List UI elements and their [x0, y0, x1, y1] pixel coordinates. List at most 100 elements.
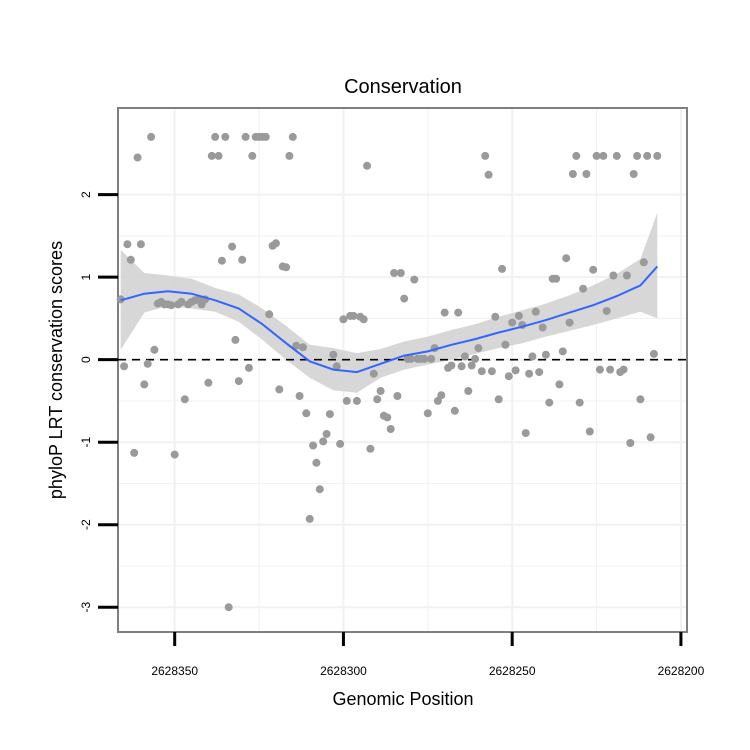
x-tick-label: 2628350: [151, 664, 198, 678]
data-point: [342, 396, 351, 405]
data-point: [400, 294, 409, 303]
x-tick-label: 2628200: [658, 664, 705, 678]
data-point: [639, 258, 648, 267]
data-point: [393, 392, 402, 400]
data-point: [359, 315, 368, 324]
data-point: [332, 362, 341, 371]
data-point: [460, 352, 469, 361]
data-point: [180, 395, 189, 404]
data-point: [525, 369, 534, 378]
data-point: [177, 297, 186, 306]
data-point: [508, 318, 517, 327]
data-point: [643, 151, 652, 160]
data-point: [248, 151, 257, 160]
data-point: [572, 151, 581, 160]
y-tick-label: 1: [79, 274, 93, 281]
data-point: [558, 347, 567, 356]
y-axis: 2 1 0 -1 -2 -3: [79, 191, 118, 613]
data-point: [457, 362, 466, 371]
data-point: [305, 514, 314, 523]
data-point: [349, 311, 358, 320]
data-point: [511, 366, 520, 375]
data-point: [140, 380, 149, 389]
data-point: [288, 132, 297, 141]
data-point: [298, 343, 307, 352]
data-point: [447, 361, 456, 370]
data-point: [312, 458, 321, 467]
data-point: [633, 151, 642, 160]
data-point: [491, 312, 500, 321]
data-point: [595, 365, 604, 374]
data-point: [285, 151, 294, 160]
data-point: [646, 433, 655, 442]
data-point: [504, 372, 513, 381]
data-point: [579, 284, 588, 293]
data-point: [275, 385, 284, 394]
data-point: [204, 378, 213, 387]
y-axis-title: phyloP LRT conservation scores: [46, 241, 66, 499]
data-point: [383, 413, 392, 422]
data-point: [626, 439, 635, 447]
data-point: [464, 387, 473, 395]
data-point: [234, 377, 243, 386]
data-point: [336, 439, 345, 448]
data-point: [369, 369, 378, 378]
data-point: [224, 603, 233, 612]
data-point: [238, 255, 247, 264]
data-point: [555, 380, 564, 389]
data-point: [373, 395, 382, 404]
data-point: [150, 345, 159, 354]
data-point: [538, 323, 547, 332]
data-point: [221, 132, 230, 141]
plot-panel-border: [117, 107, 688, 633]
data-point: [467, 361, 476, 370]
data-point: [514, 311, 523, 320]
data-point: [420, 354, 429, 363]
data-point: [484, 170, 493, 179]
data-point: [474, 344, 483, 353]
data-point: [292, 341, 301, 350]
data-point: [602, 307, 611, 315]
data-point: [295, 392, 304, 400]
data-point: [282, 263, 291, 272]
data-point: [471, 354, 480, 363]
smooth-trend-line: [120, 265, 659, 374]
data-point: [592, 151, 601, 160]
data-point: [363, 161, 372, 170]
x-axis: 2628350 2628300 2628250 2628200: [151, 632, 705, 678]
data-point: [582, 170, 591, 178]
data-point: [325, 410, 334, 419]
data-point: [136, 240, 145, 249]
data-point: [568, 170, 577, 178]
data-point: [585, 427, 594, 436]
x-tick-label: 2628300: [320, 664, 367, 678]
data-point: [612, 151, 621, 160]
data-point: [271, 239, 280, 248]
data-point: [167, 301, 176, 310]
y-tick-label: -1: [79, 437, 93, 448]
data-point: [487, 367, 496, 376]
data-point: [265, 310, 274, 319]
data-point: [329, 350, 338, 359]
data-point: [619, 365, 628, 374]
data-point: [241, 132, 250, 141]
data-point: [406, 354, 415, 363]
data-point: [170, 450, 179, 459]
data-point: [396, 269, 405, 277]
data-point: [143, 359, 152, 368]
data-point: [545, 398, 554, 407]
data-point: [410, 275, 419, 284]
data-point: [244, 363, 253, 372]
data-point: [599, 151, 608, 160]
data-point: [339, 315, 348, 324]
data-point: [565, 318, 574, 327]
y-tick-label: 0: [79, 356, 93, 363]
data-point: [498, 264, 507, 273]
data-point: [376, 387, 385, 395]
data-point: [541, 350, 550, 359]
data-point: [126, 255, 135, 264]
chart-title: Conservation: [344, 76, 462, 98]
data-point: [477, 367, 486, 376]
data-point: [261, 132, 270, 141]
data-point: [440, 308, 449, 317]
